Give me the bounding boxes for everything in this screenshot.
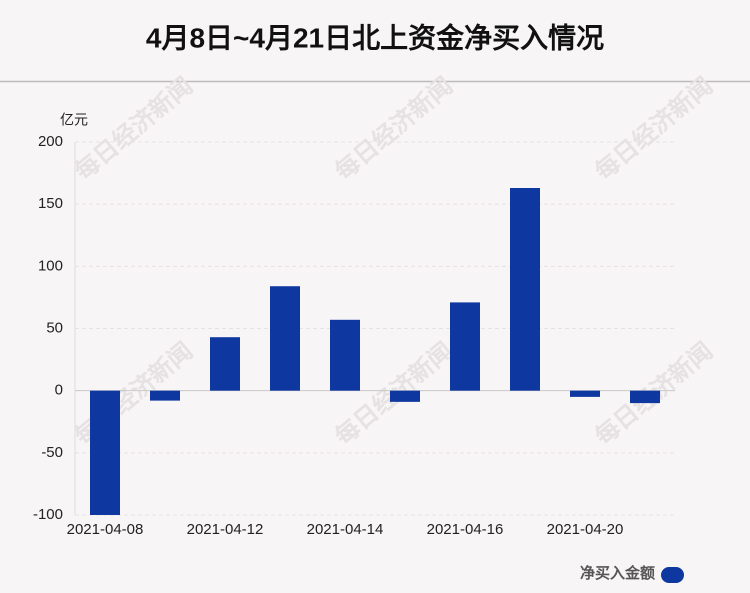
legend-label: 净买入金额 — [580, 564, 655, 582]
y-tick-label: 0 — [55, 382, 63, 399]
chart-title: 4月8日~4月21日北上资金净买入情况 — [146, 21, 604, 53]
y-tick-label: -50 — [41, 444, 63, 461]
bar — [210, 337, 240, 391]
bar — [570, 390, 600, 397]
x-tick-label: 2021-04-20 — [547, 521, 624, 538]
bar — [450, 302, 480, 391]
y-axis-label: 亿元 — [60, 112, 88, 128]
x-tick-label: 2021-04-08 — [67, 521, 144, 538]
bar — [630, 390, 660, 404]
legend-swatch — [661, 567, 684, 583]
y-tick-label: 50 — [46, 319, 63, 336]
y-tick-label: -100 — [33, 506, 63, 523]
bar — [510, 188, 540, 391]
bar — [150, 390, 180, 401]
bar — [270, 286, 300, 391]
y-tick-label: 100 — [38, 257, 63, 274]
y-tick-label: 200 — [38, 133, 63, 150]
bar — [330, 319, 360, 391]
y-tick-label: 150 — [38, 195, 63, 212]
bar — [90, 390, 120, 515]
bar — [390, 390, 420, 402]
x-tick-label: 2021-04-16 — [427, 521, 504, 538]
x-tick-label: 2021-04-14 — [307, 521, 384, 538]
x-tick-label: 2021-04-12 — [187, 521, 264, 538]
